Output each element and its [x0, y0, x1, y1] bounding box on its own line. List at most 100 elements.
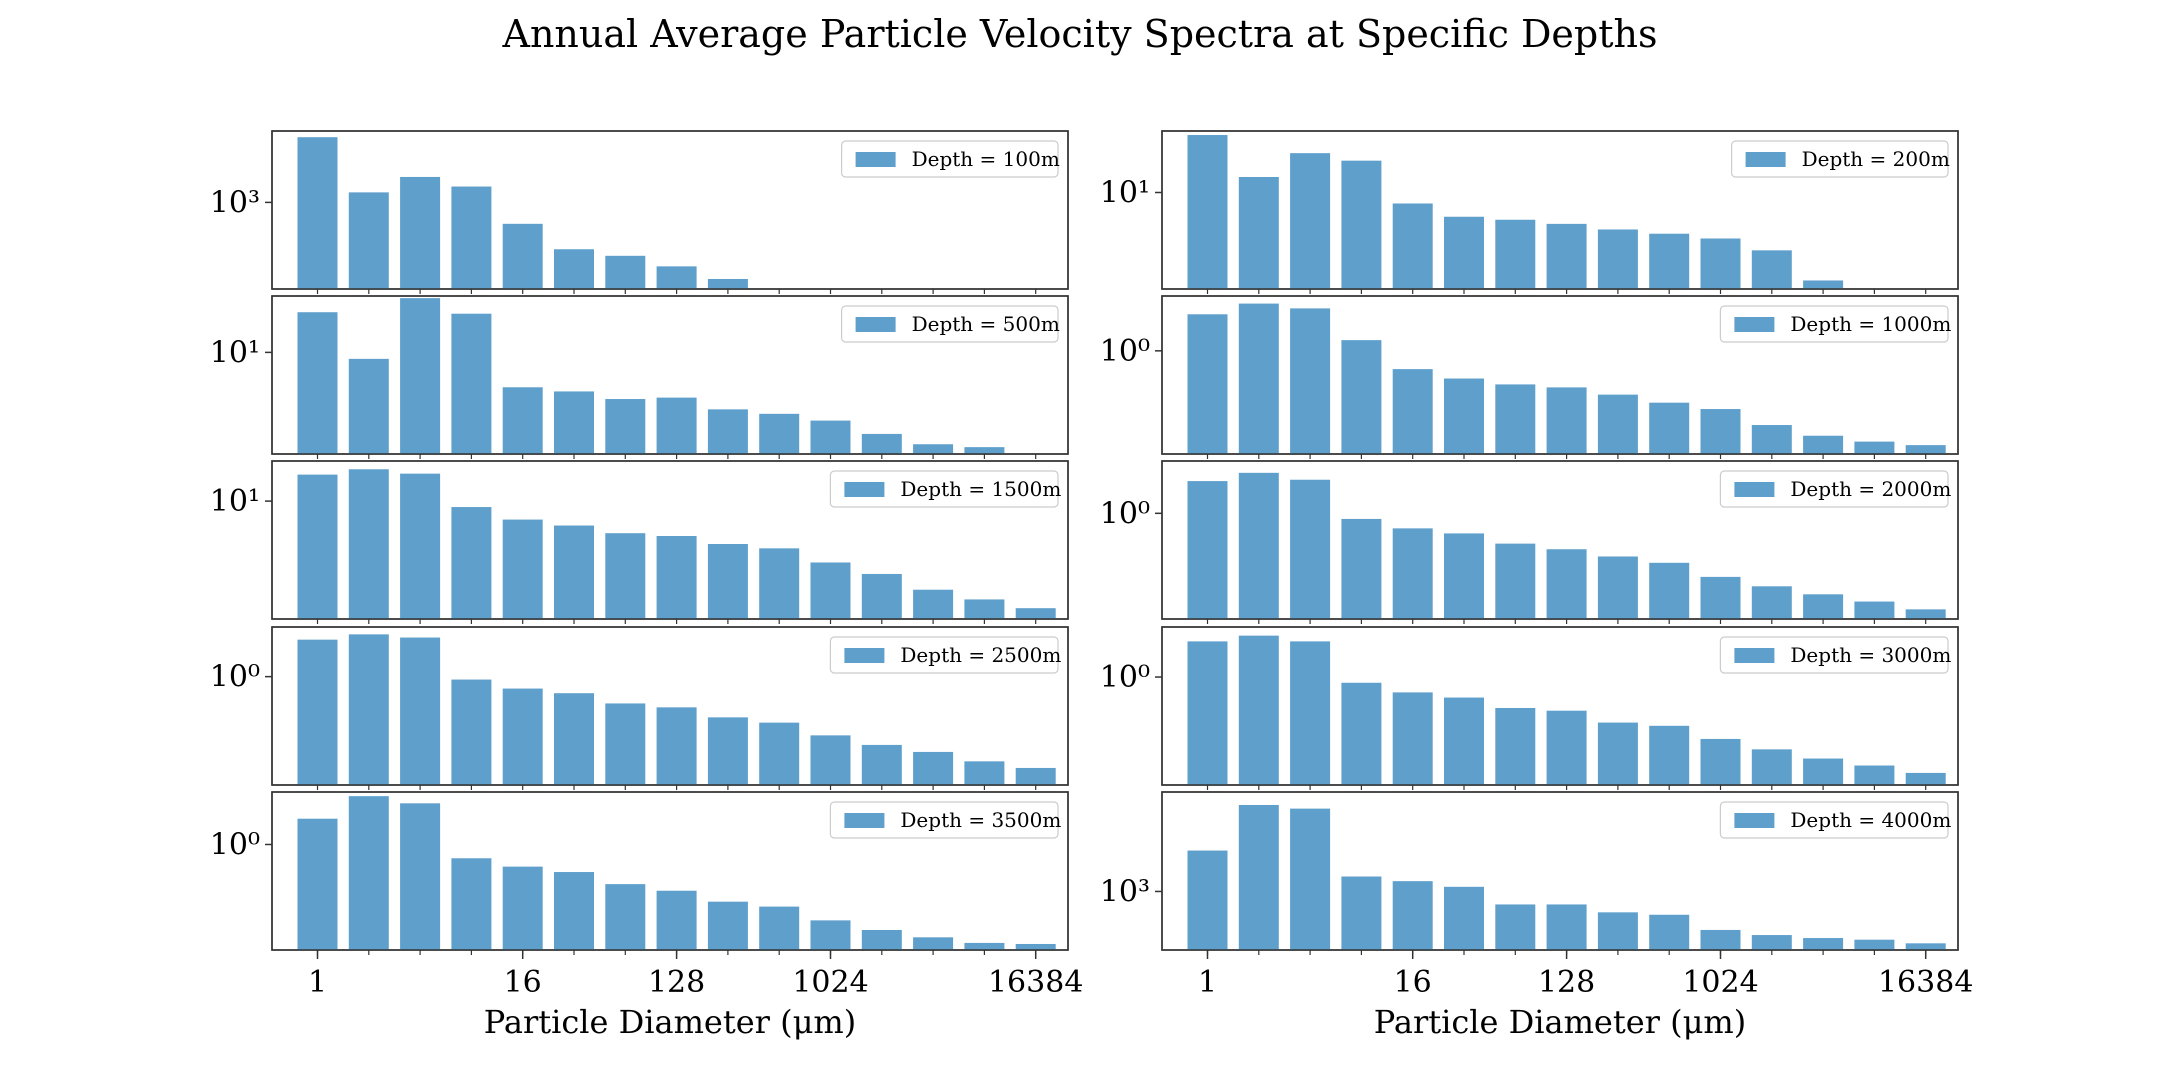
bar — [1238, 472, 1279, 619]
legend-box — [829, 801, 1059, 839]
bar — [348, 634, 389, 785]
bar — [1187, 850, 1228, 950]
bar — [913, 751, 954, 785]
legend-box — [1719, 801, 1949, 839]
x-tick-label: 1024 — [1682, 965, 1758, 1000]
bar — [656, 707, 697, 785]
bar — [502, 387, 543, 454]
legend-box — [829, 470, 1059, 508]
bar — [1290, 641, 1331, 785]
bar — [1187, 314, 1228, 454]
bar — [1649, 402, 1690, 454]
y-tick-label: 10¹ — [210, 335, 260, 370]
legend-box — [1719, 470, 1949, 508]
bar — [400, 298, 441, 454]
legend-swatch — [844, 648, 885, 663]
x-axis-label: Particle Diameter (μm) — [1374, 1003, 1746, 1041]
y-tick-label: 10⁰ — [1100, 334, 1150, 369]
bar — [707, 901, 748, 950]
panel-border — [271, 295, 1069, 455]
bar — [1700, 576, 1741, 619]
bar — [656, 397, 697, 454]
bar — [656, 890, 697, 950]
bar — [1238, 804, 1279, 950]
bar — [1700, 738, 1741, 785]
bar — [1751, 749, 1792, 785]
bar — [1854, 765, 1895, 785]
bar — [861, 929, 902, 950]
legend-box — [1719, 305, 1949, 343]
bar — [1649, 725, 1690, 785]
bar — [451, 507, 492, 619]
legend-label: Depth = 3500m — [900, 808, 1061, 832]
bar — [297, 474, 338, 619]
bar — [1392, 369, 1433, 454]
x-tick-label: 1024 — [792, 965, 868, 1000]
panel-1: 10³ Depth = 100m — [210, 130, 1069, 294]
bar — [348, 358, 389, 454]
bar — [759, 413, 800, 454]
bar — [1392, 528, 1433, 619]
bar — [707, 278, 748, 289]
legend: Depth = 1500m — [829, 470, 1061, 508]
y-tick-label: 10⁰ — [1100, 660, 1150, 695]
panel-6: 10⁰ Depth = 2000m — [1100, 460, 1959, 624]
bar — [861, 433, 902, 454]
x-tick-label: 128 — [648, 965, 705, 1000]
bar — [1854, 601, 1895, 619]
bar — [1444, 216, 1484, 289]
bar — [1238, 177, 1279, 289]
bar — [810, 420, 851, 454]
bar — [1392, 203, 1433, 289]
x-tick-label: 16 — [504, 965, 542, 1000]
bar — [1341, 160, 1382, 289]
bar — [451, 679, 492, 785]
legend: Depth = 200m — [1730, 140, 1950, 178]
legend-label: Depth = 2000m — [1790, 477, 1951, 501]
bar — [1495, 384, 1536, 454]
bar — [1751, 425, 1792, 454]
panel-border — [1161, 460, 1959, 620]
bar — [1649, 233, 1690, 289]
panel-9: 10⁰ 1 16 128 1024 16384 Particle Diameter (μm)… — [210, 791, 1083, 1041]
bar — [1803, 758, 1844, 785]
legend: Depth = 4000m — [1719, 801, 1951, 839]
bar — [1700, 929, 1741, 950]
bar — [1495, 904, 1536, 950]
bar — [1546, 710, 1587, 785]
bar — [297, 312, 338, 454]
bar — [1341, 876, 1382, 950]
bar — [1290, 308, 1331, 454]
bar — [964, 942, 1005, 950]
bar — [1015, 767, 1056, 785]
y-tick-label: 10¹ — [210, 484, 260, 519]
bar — [605, 703, 646, 785]
bar — [554, 872, 594, 950]
legend-label: Depth = 1000m — [1790, 312, 1951, 336]
bar — [1803, 594, 1844, 619]
legend-swatch — [1734, 813, 1775, 828]
panel-border — [1161, 626, 1959, 786]
x-tick-label: 16384 — [988, 965, 1083, 1000]
bar — [554, 525, 594, 619]
panel-7: 10⁰ Depth = 2500m — [210, 626, 1069, 790]
bar — [1597, 394, 1638, 454]
y-tick-label: 10⁰ — [210, 660, 260, 695]
legend-label: Depth = 1500m — [900, 477, 1061, 501]
panel-3: 10¹ Depth = 500m — [210, 295, 1069, 459]
legend-label: Depth = 200m — [1802, 147, 1950, 171]
bar — [1444, 378, 1484, 454]
panel-2: 10¹ Depth = 200m — [1100, 130, 1959, 294]
bar — [400, 637, 441, 785]
legend-swatch — [855, 317, 896, 332]
bar — [810, 735, 851, 785]
bar — [1546, 387, 1587, 454]
y-tick-label: 10³ — [1100, 874, 1150, 909]
legend-box — [840, 140, 1059, 178]
legend-swatch — [844, 482, 885, 497]
x-tick-label: 16384 — [1878, 965, 1973, 1000]
legend-box — [840, 305, 1059, 343]
bar — [348, 469, 389, 619]
bar — [913, 589, 954, 619]
